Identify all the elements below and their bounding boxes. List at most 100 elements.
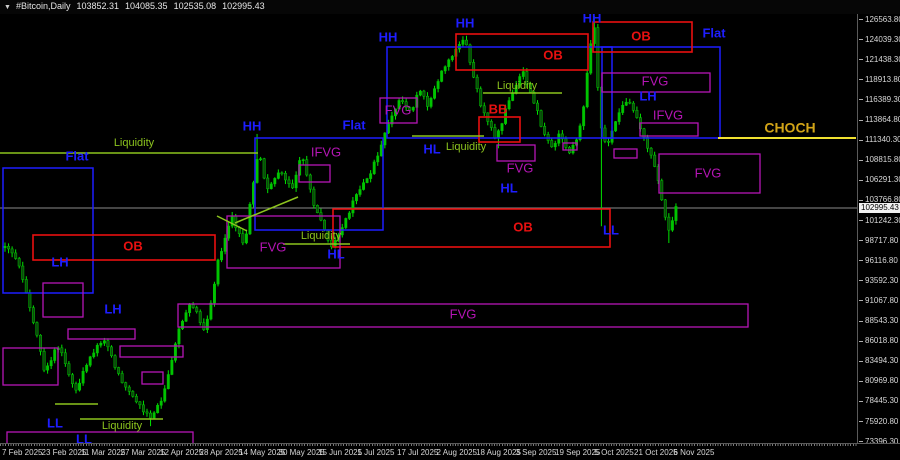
- candle-body: [589, 43, 593, 74]
- price-axis[interactable]: 126563.80 124039.30 121438.30 118913.80 1163…: [857, 14, 900, 446]
- swing-label-ll: LL: [603, 222, 619, 237]
- candle-body: [646, 137, 649, 149]
- fvg-box: [119, 345, 184, 358]
- date-tick-label: 1 Jul 2025: [357, 448, 395, 457]
- chart-canvas[interactable]: HH HH HH HH LH LH LH HL HL HL LL LL LL Flat Flat Flat OB…: [0, 14, 857, 443]
- candle-body: [259, 158, 263, 160]
- candle-body: [323, 219, 326, 231]
- candle-body: [617, 112, 621, 122]
- candle-body: [88, 356, 92, 366]
- candle-body: [46, 365, 50, 371]
- candle-body: [134, 395, 138, 403]
- ob-label: OB: [513, 219, 533, 234]
- candle-body: [113, 355, 117, 368]
- candle-body: [202, 322, 206, 330]
- candle-body: [294, 174, 298, 189]
- price-tick-mark: [859, 300, 863, 302]
- candle-body: [92, 352, 96, 358]
- candle-body: [418, 90, 422, 96]
- price-tick-mark: [859, 139, 863, 141]
- candle-body: [521, 71, 525, 77]
- price-tick-label: 83494.30: [865, 356, 899, 366]
- candle-body: [649, 147, 653, 156]
- candle-body: [213, 283, 216, 304]
- candle-body: [191, 304, 195, 308]
- candle-body: [291, 183, 295, 189]
- date-tick-label: 23 Feb 2025: [41, 448, 87, 457]
- candle-body: [440, 70, 444, 82]
- candle-body: [131, 391, 135, 397]
- fvg-box: [2, 347, 59, 386]
- candle-body: [674, 206, 678, 221]
- candle-body: [536, 102, 539, 111]
- flat-box: [2, 167, 94, 294]
- candle-body: [67, 363, 71, 375]
- candle-body: [607, 141, 610, 143]
- date-tick-label: 3 Sep 2025: [515, 448, 557, 457]
- flat-label: Flat: [702, 25, 726, 40]
- price-tick-mark: [859, 99, 863, 101]
- ifvg-box: [298, 164, 331, 183]
- candle-body: [173, 343, 177, 361]
- candle-body: [528, 84, 532, 93]
- price-tick-mark: [859, 220, 863, 221]
- price-tick-label: 75920.80: [865, 416, 899, 426]
- candle-body: [628, 101, 632, 104]
- flat-label: Flat: [65, 148, 89, 163]
- ifvg-box: [639, 122, 699, 137]
- dropdown-icon[interactable]: ▼: [4, 4, 11, 11]
- candle-body: [624, 101, 628, 106]
- liquidity-label: Liquidity: [497, 80, 538, 92]
- price-tick-mark: [859, 19, 863, 20]
- candle-body: [209, 302, 213, 320]
- candle-body: [411, 107, 415, 111]
- symbol-period-label: #Bitcoin,Daily: [15, 1, 71, 11]
- candle-body: [120, 373, 124, 383]
- candle-body: [220, 251, 224, 261]
- ob-label: OB: [631, 28, 651, 43]
- candlestick-chart-area[interactable]: HH HH HH HH LH LH LH HL HL HL LL LL LL Flat Flat Flat OB…: [0, 14, 857, 443]
- date-tick-label: 17 Jul 2025: [397, 448, 439, 457]
- candle-body: [205, 318, 209, 330]
- candle-body: [383, 132, 387, 146]
- price-tick-label: 108815.80: [865, 155, 900, 165]
- swing-label-hh: HH: [379, 29, 398, 44]
- swing-label-ll: LL: [47, 415, 63, 430]
- ohlc-low: 102535.08: [173, 1, 217, 11]
- candle-body: [663, 199, 667, 218]
- candle-body: [21, 265, 25, 280]
- date-tick-label: 2 Aug 2025: [436, 448, 477, 457]
- candle-body: [156, 404, 160, 414]
- candle-body: [450, 56, 454, 61]
- candle-body: [39, 334, 42, 352]
- candle-body: [468, 44, 472, 63]
- candle-body: [7, 246, 10, 250]
- price-tick-mark: [859, 119, 863, 121]
- price-tick-label: 124039.30: [865, 34, 900, 44]
- candle-body: [106, 340, 110, 348]
- fvg-label: FVG: [260, 239, 287, 254]
- fvg-box: [496, 144, 536, 162]
- swing-label-lh: LH: [104, 301, 121, 316]
- ifvg-label: IFVG: [311, 144, 341, 159]
- candle-body: [525, 71, 529, 85]
- candle-body: [78, 382, 81, 391]
- price-tick-label: 126563.80: [865, 14, 900, 24]
- price-tick-label: 96116.80: [865, 255, 898, 265]
- candle-body: [145, 411, 149, 414]
- fvg-box: [379, 97, 418, 124]
- price-tick-label: 88543.30: [865, 316, 899, 325]
- date-axis[interactable]: 7 Feb 2025 23 Feb 2025 11 Mar 2025 27 Mar 2…: [0, 443, 900, 460]
- candle-body: [372, 161, 376, 174]
- candle-body: [390, 115, 394, 125]
- candle-body: [42, 351, 46, 371]
- price-tick-label: 118913.80: [865, 74, 900, 84]
- choch-label: CHOCH: [764, 120, 815, 136]
- candle-body: [63, 352, 67, 364]
- candle-body: [394, 108, 397, 117]
- price-tick-label: 113864.80: [865, 115, 900, 124]
- candle-body: [149, 412, 153, 419]
- bb-label: BB: [489, 101, 508, 116]
- ohlc-close: 102995.43: [222, 1, 265, 11]
- candle-body: [266, 177, 270, 190]
